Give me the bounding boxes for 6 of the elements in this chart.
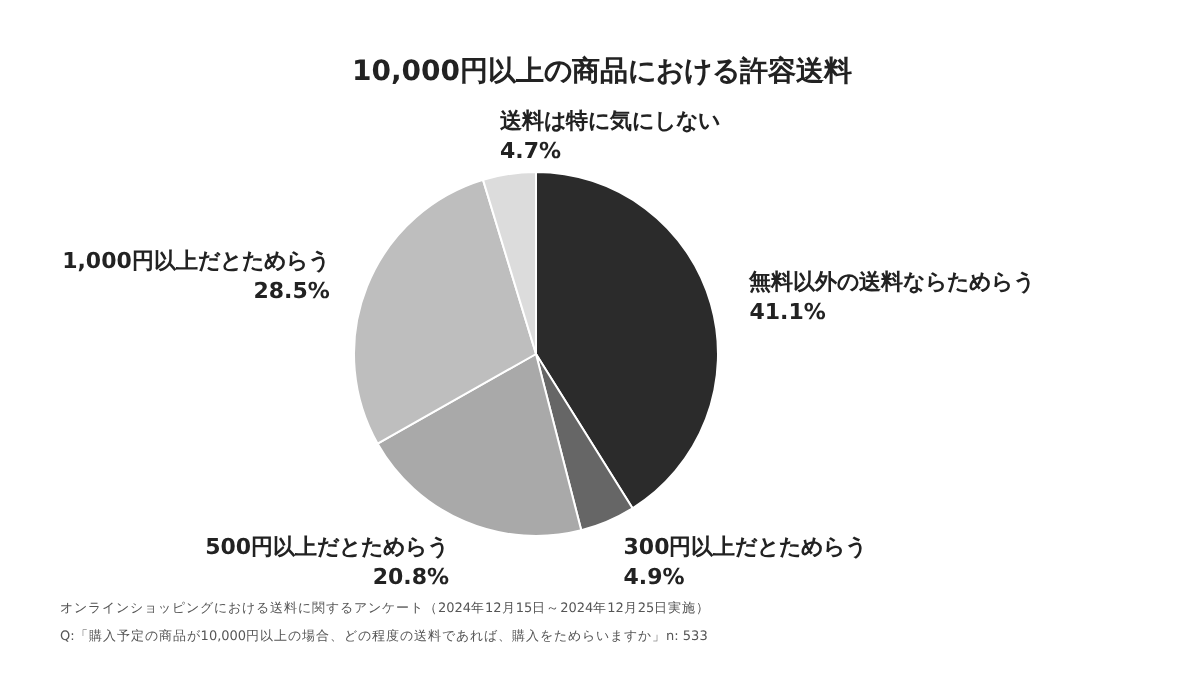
pie-slice — [482, 171, 537, 355]
pie-slice — [535, 171, 719, 510]
pie-slice — [353, 178, 537, 445]
pie-slice — [376, 353, 583, 537]
chart-title: 10,000円以上の商品における許容送料 — [351, 54, 853, 88]
pie-slice — [535, 353, 634, 532]
